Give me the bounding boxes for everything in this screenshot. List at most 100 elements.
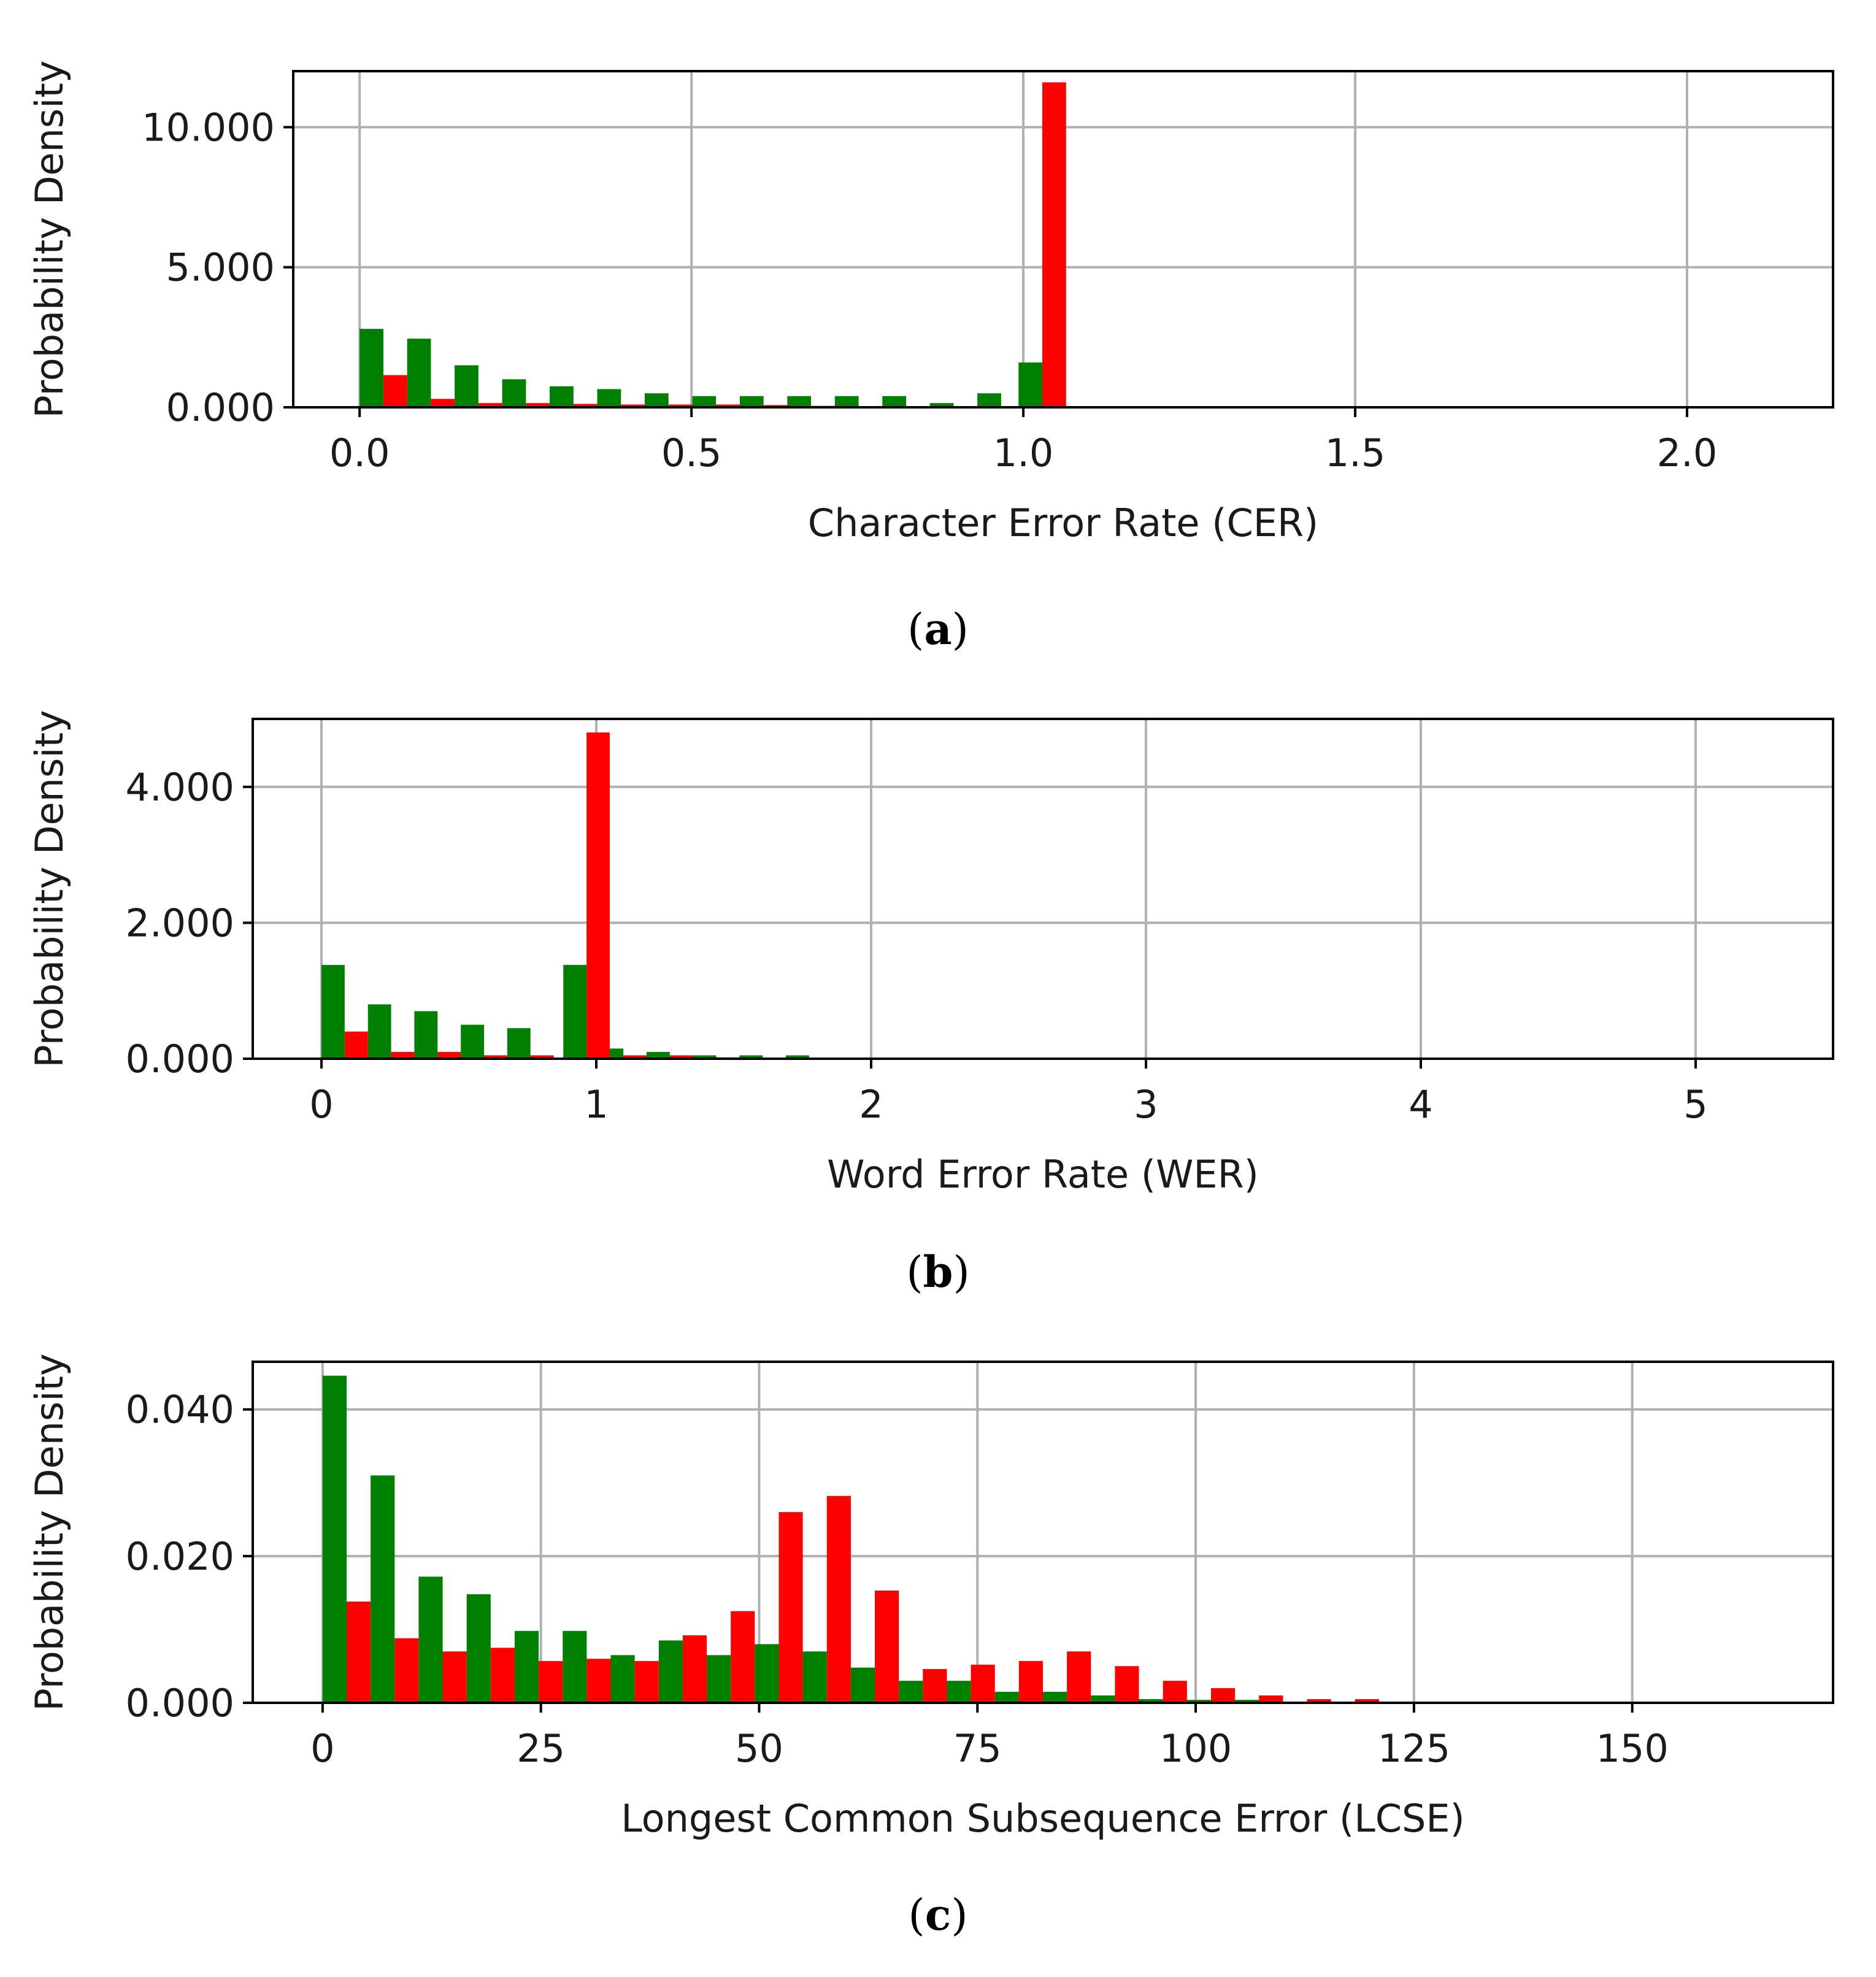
bar-series-0 [407,339,431,407]
bar-series-1 [526,403,550,407]
bar-series-0 [786,1055,809,1059]
bar-series-0 [514,1630,539,1703]
bar-series-1 [621,404,645,407]
bar-series-0 [418,1576,443,1703]
x-tick-label: 0.5 [661,431,722,475]
x-tick-label: 1.0 [993,431,1054,475]
plot-frame [292,70,1834,409]
bar-series-1 [1067,1651,1091,1703]
bar-series-0 [1018,362,1043,407]
bar-series-0 [739,1055,763,1059]
bar-series-1 [437,1051,461,1059]
chart-panel-b: 0 1 2 3 4 5 0.000 2.000 4.000 Word Error Rate (WE… [27,710,1834,1297]
x-tick-label: 5 [1683,1082,1707,1127]
bar-series-1 [923,1668,947,1703]
bar-series-1 [668,404,693,407]
bar-series-0 [646,1051,670,1059]
bar-series-1 [394,1638,419,1703]
panel-caption: (b) [906,1246,970,1297]
bar-series-1 [875,1591,899,1703]
bar-series-0 [834,396,859,407]
x-tick-label: 0 [309,1082,333,1127]
y-tick-label: 5.000 [166,245,275,290]
bar-series-0 [802,1651,827,1703]
bar-series-1 [431,399,455,407]
bar-series-1 [383,375,407,407]
y-tick-label: 0.000 [126,1037,235,1081]
bar-series-0 [466,1594,491,1703]
bar-series-0 [1091,1695,1115,1703]
bar-series-1 [826,1495,851,1703]
bar-series-1 [971,1664,995,1703]
bar-series-0 [693,1055,717,1059]
x-tick-label: 150 [1596,1726,1668,1771]
plot-frame [252,1361,1834,1704]
bar-series-0 [321,965,345,1059]
bar-series-1 [586,1659,611,1703]
bar-series-1 [1115,1666,1139,1703]
x-tick-label: 1.5 [1325,431,1386,475]
bar-series-0 [610,1655,635,1703]
bar-series-1 [573,404,598,407]
x-tick-label: 0 [310,1726,334,1771]
bar-series-0 [414,1011,438,1059]
chart-panel-a: 0.0 0.5 1.0 1.5 2.0 0.000 5.000 10.000 Character… [27,60,1834,655]
bar-series-0 [359,329,383,407]
bar-series-0 [692,396,717,407]
bar-series-1 [1163,1681,1187,1703]
bar-series-0 [1043,1692,1067,1703]
x-tick-label: 100 [1159,1726,1232,1771]
bar-series-1 [731,1611,755,1703]
x-tick-label: 1 [584,1082,608,1127]
bar-series-1 [716,404,740,407]
y-tick-label: 0.020 [126,1534,235,1579]
plot-frame [252,718,1834,1060]
y-tick-label: 10.000 [142,105,275,150]
y-axis-label: Probability Density [27,60,72,418]
x-tick-label: 0.0 [329,431,390,475]
bar-series-1 [490,1648,515,1703]
bar-series-0 [502,379,526,407]
panel-caption: (a) [907,604,969,655]
bar-series-1 [344,1031,368,1059]
x-axis-label: Longest Common Subsequence Error (LCSE) [621,1796,1465,1841]
x-tick-label: 3 [1134,1082,1158,1127]
bar-series-0 [755,1644,779,1703]
y-axis-label: Probability Density [27,1353,72,1711]
bar-series-1 [1210,1688,1236,1703]
bar-series-1 [442,1651,467,1703]
bar-series-1 [478,403,502,407]
y-tick-label: 0.040 [126,1388,235,1432]
bar-series-0 [1186,1700,1211,1703]
y-tick-label: 0.000 [166,385,275,430]
bar-series-1 [1018,1660,1043,1703]
bar-series-0 [563,1630,587,1703]
bar-series-0 [850,1667,875,1703]
bar-series-0 [322,1375,347,1703]
bar-series-0 [644,393,669,407]
bar-series-1 [1042,82,1066,407]
y-tick-label: 0.000 [126,1681,235,1726]
bar-series-0 [707,1655,731,1703]
bar-series-1 [539,1660,563,1703]
bar-series-1 [346,1601,371,1703]
x-tick-label: 25 [517,1726,565,1771]
bar-series-0 [787,396,812,407]
bar-series-0 [929,403,954,407]
x-tick-label: 125 [1378,1726,1450,1771]
bar-series-1 [634,1660,659,1703]
bar-series-0 [550,386,574,407]
bar-series-1 [1355,1699,1379,1703]
y-tick-label: 2.000 [126,900,235,945]
bar-series-0 [947,1681,971,1703]
chart-panel-c: 0 25 50 75 100 125 150 0.000 0.020 0.040 Longest C… [27,1353,1834,1940]
bar-series-0 [1235,1700,1259,1703]
bar-series-1 [391,1051,415,1059]
x-tick-label: 4 [1409,1082,1432,1127]
bar-series-1 [778,1512,803,1703]
y-axis-label: Probability Density [27,710,72,1067]
bar-series-0 [882,396,907,407]
bar-series-0 [597,389,621,407]
bar-series-0 [563,965,587,1059]
